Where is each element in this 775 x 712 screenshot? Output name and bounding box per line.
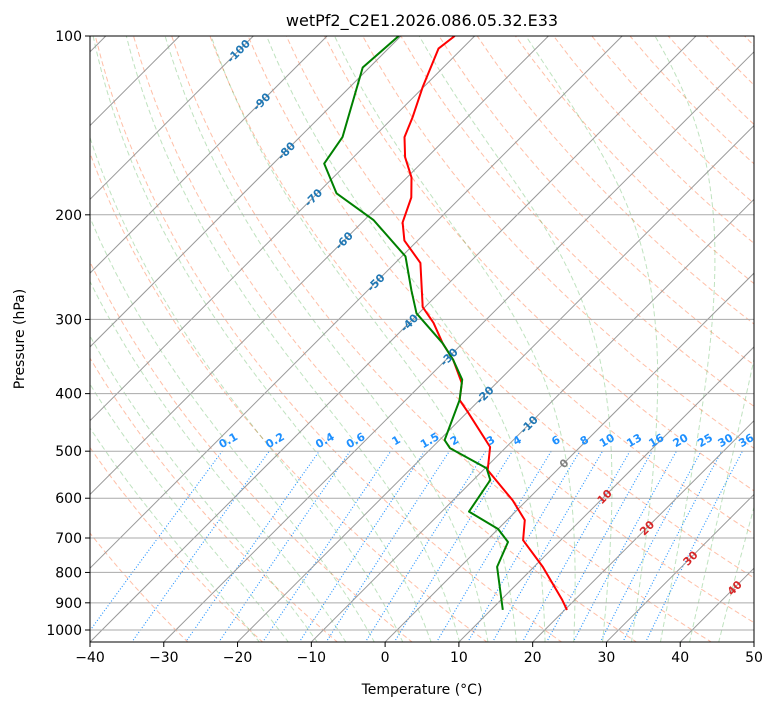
mixing-ratio-label: 8 <box>578 433 591 448</box>
mixing-ratio-label: 1.5 <box>418 430 441 451</box>
mixing-ratio-line <box>219 451 351 642</box>
mixing-ratio-label: 30 <box>716 431 736 450</box>
mixing-ratio-line <box>262 451 390 642</box>
moist-adiabat <box>211 36 516 643</box>
y-tick-label: 1000 <box>46 623 82 639</box>
mixing-ratio-line <box>436 451 551 642</box>
isotherm <box>385 36 775 643</box>
isotherm <box>0 36 253 643</box>
y-tick-label: 500 <box>55 444 82 460</box>
moist-adiabat <box>655 36 715 643</box>
mixing-ratio-label: 16 <box>646 431 666 450</box>
isotherm <box>753 36 775 643</box>
isotherm-label: -30 <box>438 345 461 368</box>
dry-adiabat <box>592 36 775 643</box>
x-tick-label: 30 <box>598 650 616 666</box>
isotherm-label: -90 <box>250 90 273 113</box>
x-tick-label: 20 <box>524 650 542 666</box>
mixing-ratio-line <box>600 451 701 642</box>
x-tick-label: −40 <box>75 650 105 666</box>
mixing-ratio-label: 20 <box>671 431 691 450</box>
isotherm <box>458 36 775 643</box>
chart-title: wetPf2_C2E1.2026.086.05.32.E33 <box>286 11 558 31</box>
mixing-ratio-label: 0.2 <box>263 430 286 451</box>
moist-adiabat <box>0 36 318 643</box>
moist-adiabat <box>93 36 431 643</box>
axes: −40 −30 −20 −10 0 10 20 30 40 50 100 200 300 400 500 60… <box>46 29 763 666</box>
isotherm <box>0 36 475 643</box>
x-axis-label: Temperature (°C) <box>361 682 483 698</box>
moist-adiabat <box>0 36 260 643</box>
dry-adiabat <box>706 36 775 643</box>
moist-adiabat <box>719 36 775 643</box>
moist-adiabat <box>690 36 775 643</box>
y-tick-label: 700 <box>55 531 82 547</box>
y-tick-label: 600 <box>55 491 82 507</box>
isotherm-label: -100 <box>224 37 253 66</box>
x-tick-label: 40 <box>671 650 689 666</box>
mixing-ratio-line <box>573 451 676 642</box>
isotherm <box>532 36 775 643</box>
profile-lines <box>324 36 567 610</box>
mixing-ratio-line <box>546 451 652 642</box>
dry-adiabat <box>19 36 413 643</box>
x-tick-label: −20 <box>223 650 253 666</box>
isotherm <box>311 36 775 643</box>
y-tick-label: 900 <box>55 596 82 612</box>
x-tick-label: −10 <box>297 650 327 666</box>
dry-adiabat <box>95 36 562 643</box>
mixing-ratio-line <box>623 451 722 642</box>
mixing-ratio-label: 36 <box>736 431 756 450</box>
mixing-ratio-line <box>645 451 742 642</box>
y-tick-label: 300 <box>55 312 82 328</box>
mixing-ratio-line <box>326 451 450 642</box>
mixing-ratio-label: 3 <box>484 433 497 448</box>
dry-adiabat <box>668 36 775 643</box>
mixing-ratio-label: 13 <box>624 431 644 450</box>
isotherm <box>163 36 770 643</box>
dry-adiabat <box>554 36 775 643</box>
isotherm-label: -80 <box>275 139 298 162</box>
x-tick-label: −30 <box>149 650 179 666</box>
isotherm <box>89 36 696 643</box>
dry-adiabat <box>0 36 188 643</box>
dry-adiabat <box>0 36 263 643</box>
mixing-ratio-line <box>81 451 222 642</box>
moist-adiabat <box>419 36 612 643</box>
dry-adiabat <box>745 36 775 643</box>
moist-adiabat <box>64 36 403 643</box>
y-tick-label: 100 <box>55 29 82 45</box>
dry-adiabat <box>248 36 775 643</box>
isotherm <box>0 36 401 643</box>
y-axis-label: Pressure (hPa) <box>12 289 28 389</box>
y-tick-label: 800 <box>55 565 82 581</box>
dry-adiabat <box>363 36 775 643</box>
y-tick-label: 200 <box>55 208 82 224</box>
y-tick-label: 400 <box>55 387 82 403</box>
background-lines <box>0 36 775 643</box>
dry-adiabat <box>439 36 775 643</box>
dry-adiabat <box>0 36 338 643</box>
x-tick-label: 50 <box>745 650 763 666</box>
moist-adiabat <box>38 36 374 643</box>
mixing-ratio-label: 0.6 <box>344 430 368 451</box>
dry-adiabat <box>477 36 775 643</box>
x-tick-label: 0 <box>381 650 390 666</box>
isotherm <box>0 36 327 643</box>
x-tick-label: 10 <box>450 650 468 666</box>
dry-adiabat <box>134 36 638 643</box>
